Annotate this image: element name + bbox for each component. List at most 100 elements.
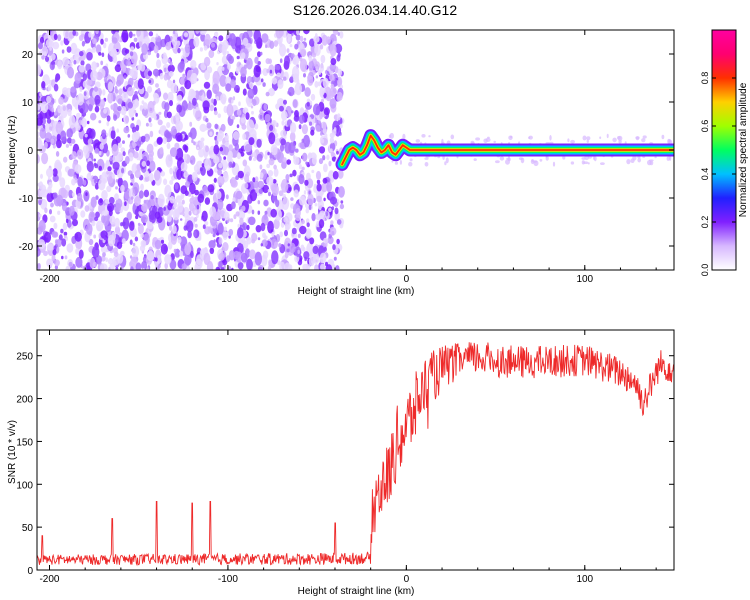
noise-point xyxy=(149,130,154,138)
noise-point xyxy=(331,156,337,162)
noise-point xyxy=(166,142,171,150)
noise-point xyxy=(154,239,162,250)
noise-point xyxy=(321,98,324,103)
noise-point xyxy=(258,188,263,194)
noise-point xyxy=(312,245,319,255)
noise-point xyxy=(141,107,149,117)
noise-point xyxy=(65,265,70,270)
noise-point xyxy=(599,136,602,139)
noise-point xyxy=(263,103,268,111)
noise-point xyxy=(154,259,159,267)
noise-point xyxy=(134,98,139,106)
noise-point xyxy=(135,262,142,270)
noise-point xyxy=(271,231,275,238)
noise-point xyxy=(223,156,227,160)
noise-point xyxy=(142,102,148,110)
noise-point xyxy=(218,260,223,268)
noise-point xyxy=(287,30,294,34)
noise-point xyxy=(136,30,141,37)
noise-point xyxy=(339,123,343,129)
noise-point xyxy=(60,228,64,234)
noise-point xyxy=(318,158,324,165)
noise-point xyxy=(137,78,144,90)
noise-point xyxy=(334,207,339,215)
noise-point xyxy=(77,176,83,187)
noise-point xyxy=(175,195,182,204)
snr-x-axis: -200 -100 0 100 xyxy=(39,330,657,585)
y-tick-label: -10 xyxy=(19,194,34,205)
noise-point xyxy=(121,238,126,244)
noise-point xyxy=(67,108,72,117)
noise-point xyxy=(311,156,317,165)
noise-point xyxy=(131,66,138,80)
noise-point xyxy=(163,92,169,101)
noise-point xyxy=(39,92,42,97)
noise-point xyxy=(39,127,47,139)
noise-point xyxy=(222,242,229,252)
noise-point xyxy=(190,60,197,69)
noise-point xyxy=(314,44,321,56)
noise-point xyxy=(113,260,117,267)
noise-point xyxy=(211,98,215,104)
noise-point xyxy=(335,265,340,270)
noise-point xyxy=(213,155,220,164)
noise-point xyxy=(121,30,129,43)
noise-point xyxy=(249,81,254,89)
noise-point xyxy=(100,245,108,254)
noise-point xyxy=(91,131,95,137)
noise-point xyxy=(171,36,178,47)
noise-point xyxy=(231,99,234,104)
noise-point xyxy=(176,104,183,113)
noise-point xyxy=(114,217,120,228)
noise-point xyxy=(321,182,328,193)
noise-point xyxy=(42,118,46,125)
x-tick-label: -200 xyxy=(39,274,59,285)
noise-point xyxy=(326,154,330,160)
noise-point xyxy=(507,156,511,161)
noise-point xyxy=(218,237,223,245)
noise-point xyxy=(78,34,84,42)
noise-point xyxy=(48,181,53,189)
noise-point xyxy=(319,112,323,120)
noise-point xyxy=(79,51,84,57)
noise-point xyxy=(70,42,78,55)
noise-point xyxy=(122,151,126,157)
noise-point xyxy=(198,235,202,241)
noise-point xyxy=(55,121,63,135)
noise-point xyxy=(140,232,144,238)
noise-point xyxy=(52,41,60,50)
spectrogram-x-label: Height of straight line (km) xyxy=(298,286,415,297)
noise-point xyxy=(308,190,311,195)
noise-point xyxy=(195,30,200,34)
noise-point xyxy=(268,58,272,65)
noise-point xyxy=(630,158,635,163)
noise-point xyxy=(117,98,123,105)
noise-point xyxy=(189,182,196,195)
noise-point xyxy=(267,151,270,156)
noise-point xyxy=(106,121,110,127)
noise-point xyxy=(99,142,104,150)
noise-point xyxy=(303,134,310,148)
noise-point xyxy=(82,179,87,186)
noise-point xyxy=(66,46,72,53)
noise-point xyxy=(106,115,111,122)
noise-point xyxy=(88,171,92,176)
noise-point xyxy=(213,98,217,106)
noise-point xyxy=(120,184,125,193)
noise-point xyxy=(198,95,202,101)
noise-point xyxy=(157,119,163,126)
noise-point xyxy=(46,192,54,203)
noise-point xyxy=(157,87,161,93)
noise-point xyxy=(99,198,103,204)
noise-point xyxy=(330,151,335,157)
noise-point xyxy=(46,95,52,103)
noise-point xyxy=(284,229,288,237)
noise-point xyxy=(218,162,223,169)
noise-point xyxy=(424,157,429,160)
noise-point xyxy=(221,66,225,71)
noise-point xyxy=(259,51,263,56)
noise-point xyxy=(189,121,193,127)
noise-point xyxy=(181,263,187,270)
noise-point xyxy=(256,138,262,148)
noise-point xyxy=(168,225,173,231)
